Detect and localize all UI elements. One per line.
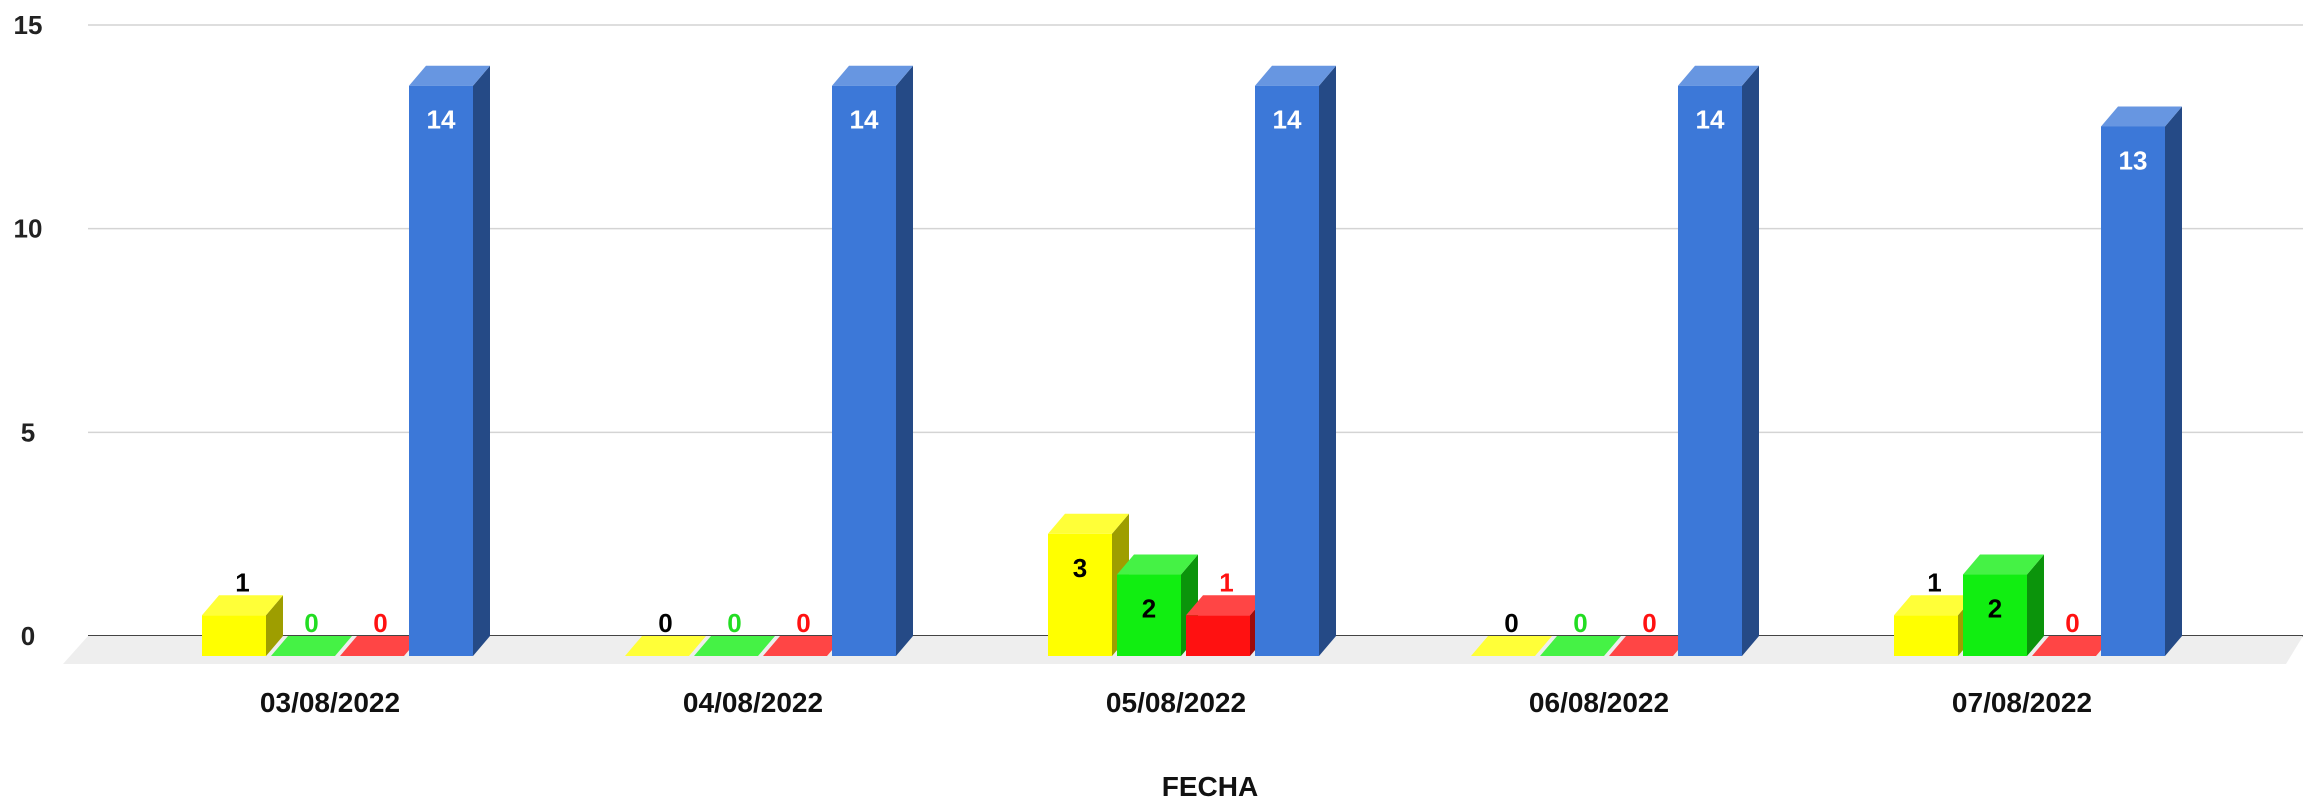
y-tick-label: 0 [21, 621, 35, 651]
bar [1894, 595, 1975, 656]
bar-top [340, 636, 421, 656]
bar [1255, 65, 1336, 656]
data-label: 1 [235, 567, 249, 597]
bar-top [2032, 636, 2113, 656]
bar-front [1894, 615, 1958, 656]
bar [1117, 554, 1198, 656]
y-tick-label: 15 [14, 10, 43, 40]
bar [763, 636, 844, 656]
data-label: 0 [1573, 608, 1587, 638]
bar-front [1255, 85, 1319, 656]
data-label: 3 [1073, 553, 1087, 583]
bar-top [1540, 636, 1621, 656]
bar-top [1963, 554, 2044, 575]
bar-top [202, 595, 283, 616]
bar [1678, 65, 1759, 656]
bar [271, 636, 352, 656]
x-category-label: 06/08/2022 [1529, 687, 1669, 718]
bar-side [2027, 554, 2044, 656]
x-category-label: 04/08/2022 [683, 687, 823, 718]
data-label: 0 [373, 608, 387, 638]
bar [409, 65, 490, 656]
bar-front [832, 85, 896, 656]
x-category-label: 05/08/2022 [1106, 687, 1246, 718]
bar [1609, 636, 1690, 656]
bar [832, 65, 913, 656]
bar-front [1678, 85, 1742, 656]
x-axis-categories: 03/08/2022 04/08/2022 05/08/2022 06/08/2022… [260, 687, 2092, 718]
bar-front [1186, 615, 1250, 656]
bar [2101, 106, 2182, 656]
bar-front [2101, 126, 2165, 656]
bar-front [1963, 574, 2027, 656]
bar-top [271, 636, 352, 656]
bar [1540, 636, 1621, 656]
bar-side [2165, 106, 2182, 656]
x-axis-title: FECHA [1162, 771, 1258, 801]
x-category-label: 07/08/2022 [1952, 687, 2092, 718]
data-label: 2 [1142, 594, 1156, 624]
bar [1963, 554, 2044, 656]
data-label: 0 [1504, 608, 1518, 638]
data-label: 14 [427, 105, 456, 135]
bar-side [1319, 65, 1336, 656]
bar [1048, 513, 1129, 656]
bar [340, 636, 421, 656]
data-label: 0 [304, 608, 318, 638]
bar-top [694, 636, 775, 656]
data-label: 13 [2119, 145, 2148, 175]
y-axis-ticks: 0 5 10 15 [14, 10, 43, 651]
bar [1471, 636, 1552, 656]
bar-top [763, 636, 844, 656]
bar [1186, 595, 1267, 656]
bar-front [1117, 574, 1181, 656]
bar-top [1048, 513, 1129, 534]
data-label: 0 [796, 608, 810, 638]
bar-side [896, 65, 913, 656]
y-tick-label: 10 [14, 214, 43, 244]
bar [625, 636, 706, 656]
bar-side [266, 595, 283, 656]
data-label: 14 [850, 105, 879, 135]
data-label: 2 [1988, 594, 2002, 624]
bar [202, 595, 283, 656]
bar-top [409, 65, 490, 86]
bar-top [1255, 65, 1336, 86]
bar-side [1742, 65, 1759, 656]
bar-top [2101, 106, 2182, 127]
data-label: 14 [1273, 105, 1302, 135]
bar-top [625, 636, 706, 656]
bar-side [473, 65, 490, 656]
bar-top [1471, 636, 1552, 656]
data-label: 0 [658, 608, 672, 638]
data-labels: 1 0 0 14 0 0 0 14 3 2 1 14 0 0 0 14 1 2 0 13 [235, 105, 2147, 638]
data-label: 0 [727, 608, 741, 638]
bar-front [202, 615, 266, 656]
bar-top [1894, 595, 1975, 616]
data-label: 0 [2065, 608, 2079, 638]
bar [2032, 636, 2113, 656]
data-label: 0 [1642, 608, 1656, 638]
bar-front [1048, 533, 1112, 656]
bar [694, 636, 775, 656]
bar-top [1117, 554, 1198, 575]
y-tick-label: 5 [21, 417, 35, 447]
x-category-label: 03/08/2022 [260, 687, 400, 718]
bar-top [1678, 65, 1759, 86]
data-label: 1 [1927, 567, 1941, 597]
bar-top [1186, 595, 1267, 616]
bar-top [1609, 636, 1690, 656]
data-label: 1 [1219, 567, 1233, 597]
data-label: 14 [1696, 105, 1725, 135]
bar-front [409, 85, 473, 656]
bar-top [832, 65, 913, 86]
bars [202, 65, 2182, 656]
